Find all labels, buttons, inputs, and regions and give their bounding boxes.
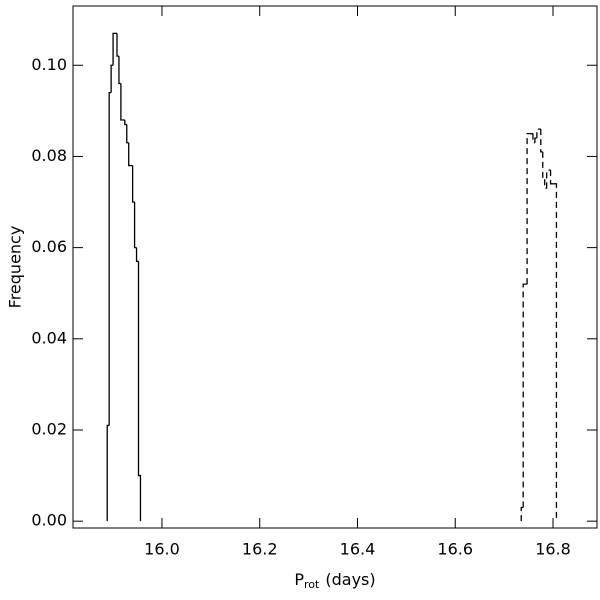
histogram-bin (520, 506, 524, 522)
y-tick-label: 0.02 (31, 419, 67, 438)
plot-frame (72, 5, 598, 529)
y-tick-label: 0.04 (31, 328, 67, 347)
histogram-bin (120, 83, 123, 121)
x-tick-label: 16.4 (340, 540, 376, 559)
x-label-main: P (294, 570, 304, 589)
histogram-bin (554, 183, 558, 522)
histogram-bin (116, 33, 119, 57)
histogram-bin (133, 202, 137, 249)
histogram-bin (131, 165, 135, 203)
x-tick-label: 16.6 (437, 540, 473, 559)
x-tick-label: 16.8 (535, 540, 571, 559)
histogram-bin (126, 124, 129, 144)
x-label-unit: (days) (325, 570, 375, 589)
histogram-bin (546, 169, 549, 189)
y-axis-label: Frequency (6, 226, 25, 309)
x-label-sub: rot (304, 578, 320, 591)
histogram-bin (128, 142, 131, 167)
histogram-bin (544, 179, 547, 190)
histogram-bin (108, 91, 112, 426)
y-tick-label: 0.08 (31, 146, 67, 165)
histogram-bin (532, 133, 535, 144)
y-tick-label: 0.00 (31, 511, 67, 530)
histogram-bin (534, 137, 537, 143)
histogram-bin (110, 64, 114, 93)
histogram-bin (526, 133, 530, 285)
histogram-bin (118, 56, 121, 85)
x-tick-label: 16.0 (144, 540, 180, 559)
histogram-bin (106, 424, 110, 522)
histogram-bin (549, 170, 553, 185)
histogram-bin (522, 283, 526, 508)
x-axis-label: Prot (days) (294, 570, 375, 592)
x-tick-label: 16.2 (242, 540, 278, 559)
histogram-bin (540, 129, 543, 153)
y-tick-label: 0.06 (31, 237, 67, 256)
histogram-bin (135, 247, 139, 262)
histogram-bin (112, 32, 116, 66)
y-tick-label: 0.10 (31, 55, 67, 74)
histogram-bin (536, 128, 539, 139)
histogram-bin (542, 151, 545, 180)
histogram-bin (137, 261, 142, 522)
histogram-bin (124, 119, 127, 126)
